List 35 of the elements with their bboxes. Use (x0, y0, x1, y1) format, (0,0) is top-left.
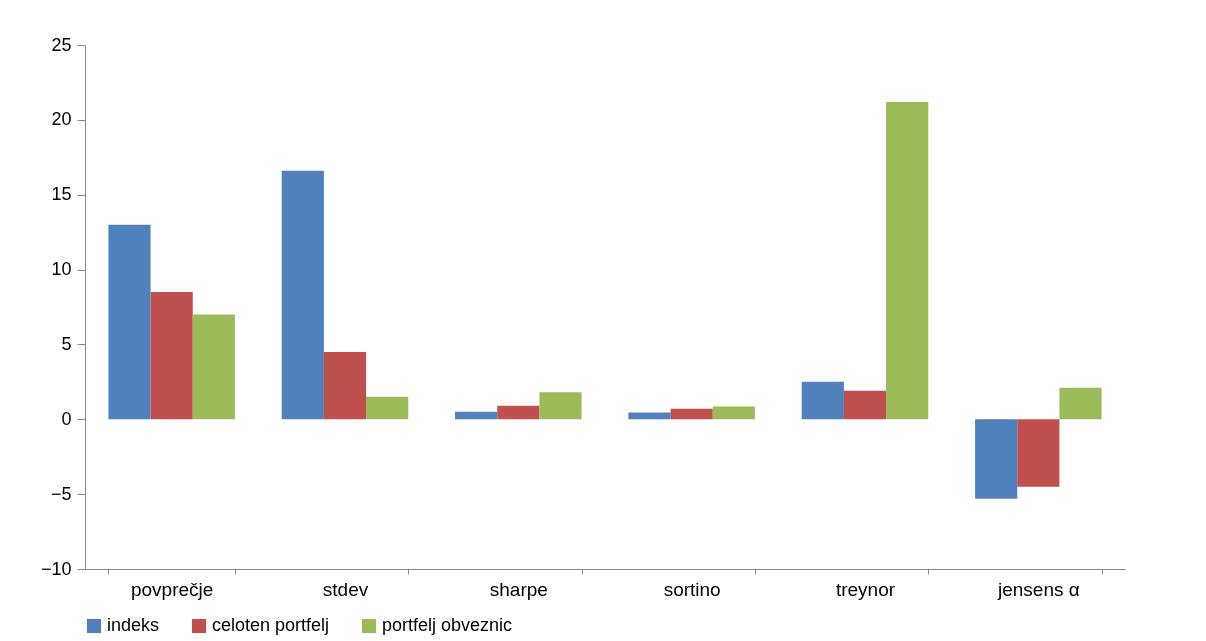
bar (886, 101, 929, 420)
bar (670, 408, 713, 420)
bar (1059, 387, 1102, 420)
y-tick-label: 15 (51, 184, 72, 205)
legend-label: indeks (107, 615, 160, 635)
bar (539, 392, 582, 420)
bar (455, 411, 498, 420)
bar (628, 412, 671, 420)
bar (192, 314, 235, 420)
x-tick-label: sortino (663, 578, 721, 600)
x-tick-label: treynor (835, 578, 896, 600)
bar (801, 381, 844, 420)
y-tick-label: −10 (40, 558, 72, 579)
bar (323, 351, 367, 420)
y-tick-label: −5 (50, 483, 72, 504)
x-tick-label: stdev (322, 578, 369, 600)
bar (108, 224, 151, 420)
y-tick-label: 5 (61, 333, 72, 354)
bar (1017, 419, 1060, 487)
bar (975, 419, 1018, 499)
bar (366, 396, 409, 420)
bar (497, 405, 540, 420)
y-tick-label: 20 (51, 109, 72, 130)
legend-label: portfelj obveznic (382, 615, 513, 635)
y-tick-label: 25 (51, 34, 72, 55)
bar (150, 292, 193, 420)
x-tick-label: sharpe (489, 578, 548, 600)
bar (281, 170, 324, 420)
bar (712, 406, 755, 420)
x-tick-label: povprečje (130, 578, 214, 600)
y-tick-label: 0 (61, 408, 72, 429)
bar (843, 390, 887, 420)
legend-label: celoten portfelj (212, 615, 330, 635)
x-tick-label: jensens α (996, 578, 1080, 600)
y-tick-label: 10 (51, 259, 72, 280)
